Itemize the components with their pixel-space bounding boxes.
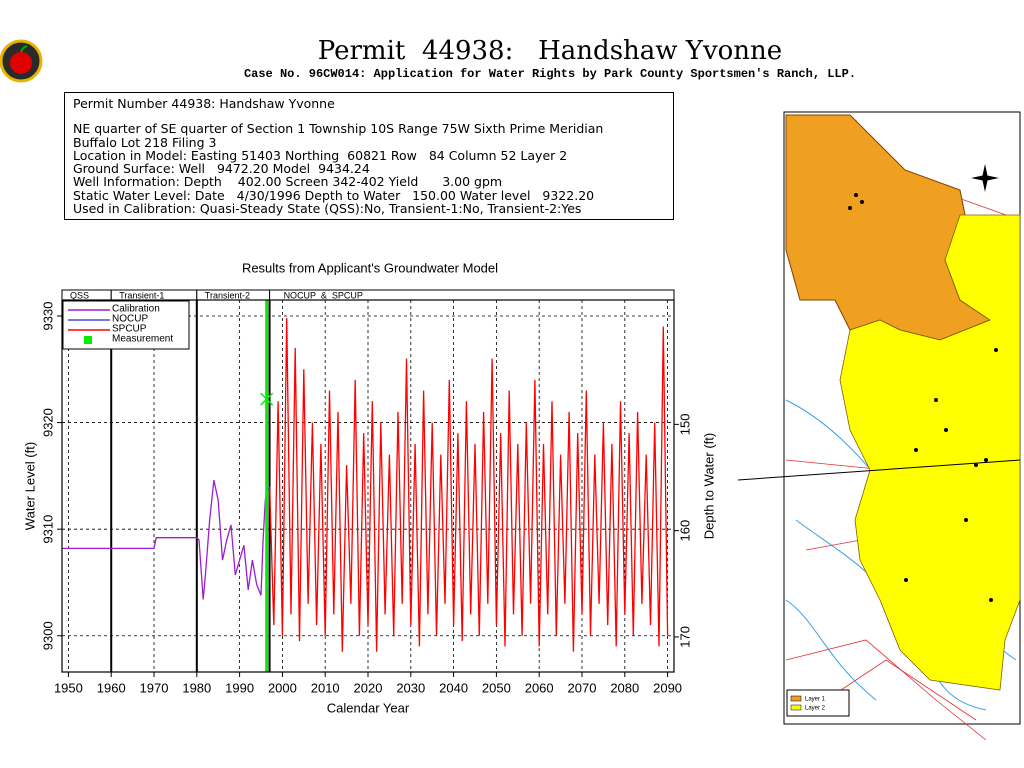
y-tick-label: 9310 bbox=[40, 515, 55, 544]
map: Layer 1 Layer 2 bbox=[737, 111, 1021, 740]
legend-label: Calibration bbox=[112, 304, 160, 315]
y-tick-label: 9320 bbox=[40, 408, 55, 437]
x-tick-label: 2070 bbox=[568, 680, 597, 695]
series-line bbox=[268, 318, 669, 652]
info-line: NE quarter of SE quarter of Section 1 To… bbox=[73, 121, 604, 137]
x-tick-label: 2010 bbox=[311, 680, 340, 695]
y-axis-label: Water Level (ft) bbox=[22, 442, 37, 530]
x-tick-label: 2090 bbox=[653, 680, 682, 695]
x-tick-label: 1980 bbox=[182, 680, 211, 695]
chart-title: Results from Applicant's Groundwater Mod… bbox=[242, 260, 498, 275]
info-line: Well Information: Depth 402.00 Screen 34… bbox=[73, 174, 503, 190]
info-line: Location in Model: Easting 51403 Northin… bbox=[73, 147, 568, 163]
x-tick-label: 2020 bbox=[354, 680, 383, 695]
chart: Results from Applicant's Groundwater Mod… bbox=[22, 260, 716, 715]
y2-tick-label: 170 bbox=[677, 626, 692, 648]
info-line: Used in Calibration: Quasi-Steady State … bbox=[73, 201, 582, 217]
legend-swatch bbox=[84, 336, 92, 344]
x-tick-label: 2050 bbox=[482, 680, 511, 695]
info-line: Permit Number 44938: Handshaw Yvonne bbox=[73, 96, 335, 111]
logo bbox=[0, 39, 43, 83]
y2-tick-label: 160 bbox=[677, 520, 692, 542]
page-subtitle: Case No. 96CW014: Application for Water … bbox=[243, 67, 857, 81]
y-tick-label: 9330 bbox=[40, 302, 55, 331]
legend-label: Measurement bbox=[112, 334, 173, 345]
x-tick-label: 2080 bbox=[610, 680, 639, 695]
map-legend-label: Layer 1 bbox=[805, 697, 826, 703]
period-label: Transient-2 bbox=[205, 290, 250, 300]
y-tick-label: 9300 bbox=[40, 621, 55, 650]
x-tick-label: 2040 bbox=[439, 680, 468, 695]
x-axis-label: Calendar Year bbox=[327, 700, 410, 715]
legend-label: SPCUP bbox=[112, 324, 147, 335]
period-label: NOCUP & SPCUP bbox=[284, 290, 363, 300]
period-label: QSS bbox=[70, 290, 89, 300]
info-line: Static Water Level: Date 4/30/1996 Depth… bbox=[73, 187, 595, 203]
y2-tick-label: 150 bbox=[677, 414, 692, 436]
map-legend-label: Layer 2 bbox=[805, 706, 826, 712]
info-line: Ground Surface: Well 9472.20 Model 9434.… bbox=[73, 161, 370, 177]
period-label: Transient-1 bbox=[119, 290, 164, 300]
series-line bbox=[62, 479, 269, 600]
x-tick-label: 2000 bbox=[268, 680, 297, 695]
info-box: Permit Number 44938: Handshaw Yvonne NE q… bbox=[64, 92, 674, 220]
x-tick-label: 1960 bbox=[97, 680, 126, 695]
x-tick-label: 2030 bbox=[396, 680, 425, 695]
x-tick-label: 2060 bbox=[525, 680, 554, 695]
legend-label: NOCUP bbox=[112, 314, 148, 325]
x-tick-label: 1970 bbox=[140, 680, 169, 695]
info-line: Buffalo Lot 218 Filing 3 bbox=[73, 134, 217, 150]
plot-frame bbox=[61, 299, 675, 673]
measurement-marker bbox=[260, 392, 274, 406]
x-tick-label: 1950 bbox=[54, 680, 83, 695]
x-tick-label: 1990 bbox=[225, 680, 254, 695]
y2-axis-label: Depth to Water (ft) bbox=[701, 433, 716, 539]
page-title: Permit 44938: Handshaw Yvonne bbox=[317, 36, 783, 66]
